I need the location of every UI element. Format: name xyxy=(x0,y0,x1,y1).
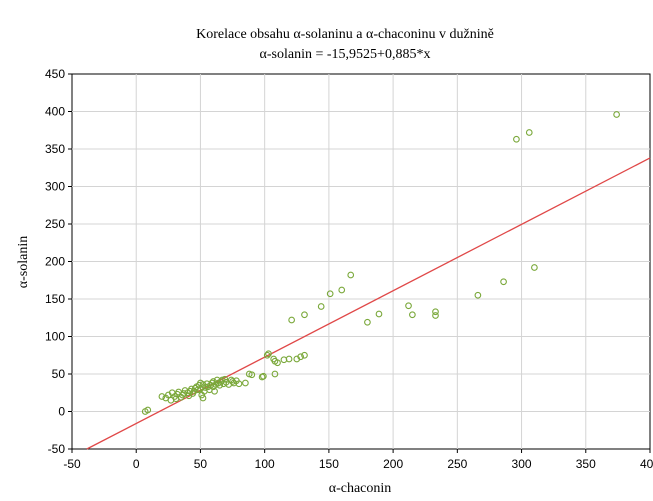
data-point xyxy=(432,312,439,319)
data-point xyxy=(271,370,279,378)
data-point xyxy=(242,379,249,387)
data-point xyxy=(405,302,412,310)
y-tick-label: 300 xyxy=(45,180,65,194)
data-point xyxy=(144,406,152,414)
data-point xyxy=(274,359,281,367)
grid xyxy=(72,74,650,449)
y-tick-label: 100 xyxy=(45,330,65,344)
data-point xyxy=(531,264,538,271)
data-point xyxy=(338,286,346,294)
chart-title: Korelace obsahu α-solaninu a α-chaconinu… xyxy=(196,27,494,42)
y-tick-label: -50 xyxy=(48,442,66,456)
x-tick-label: 200 xyxy=(383,457,403,471)
x-axis-ticks: -50 0 50 100 150 200 250 300 350 400 xyxy=(63,449,653,471)
y-tick-label: 0 xyxy=(58,405,65,419)
data-point xyxy=(525,129,533,136)
x-tick-label: 400 xyxy=(640,457,653,471)
data-point xyxy=(432,308,439,316)
x-tick-label: 150 xyxy=(319,457,339,471)
y-tick-label: 400 xyxy=(45,105,65,119)
x-tick-label: 0 xyxy=(133,457,140,471)
data-point xyxy=(375,310,383,318)
y-tick-label: 350 xyxy=(45,142,65,156)
data-point xyxy=(211,387,218,395)
data-point xyxy=(260,372,267,380)
data-point xyxy=(513,135,520,143)
data-point xyxy=(248,371,256,379)
data-point xyxy=(263,351,271,359)
data-point xyxy=(265,350,272,358)
data-point xyxy=(364,318,371,326)
x-tick-label: 50 xyxy=(194,457,208,471)
data-point xyxy=(235,380,243,388)
data-point xyxy=(500,278,507,286)
data-point xyxy=(474,291,482,299)
y-tick-label: 450 xyxy=(45,67,65,81)
data-point xyxy=(208,379,216,387)
data-point xyxy=(317,303,325,310)
chart-subtitle: α-solanin = -15,9525+0,885*x xyxy=(260,47,431,62)
data-point xyxy=(297,353,304,361)
data-point xyxy=(409,311,416,319)
x-tick-label: 300 xyxy=(512,457,532,471)
y-tick-label: 150 xyxy=(45,292,65,306)
x-tick-label: -50 xyxy=(63,457,81,471)
data-point xyxy=(221,375,229,383)
y-tick-label: 250 xyxy=(45,217,65,231)
x-tick-label: 100 xyxy=(255,457,275,471)
y-axis-ticks: -50 0 50 100 150 200 250 300 350 400 450 xyxy=(45,67,72,456)
data-point xyxy=(301,351,308,359)
data-point xyxy=(216,381,224,389)
x-tick-label: 250 xyxy=(447,457,467,471)
y-tick-label: 50 xyxy=(52,367,66,381)
y-axis-label: α-solanin xyxy=(16,236,31,288)
data-point xyxy=(158,393,166,400)
data-point xyxy=(326,290,334,298)
data-point xyxy=(301,311,308,319)
y-tick-label: 200 xyxy=(45,255,65,269)
x-tick-label: 350 xyxy=(576,457,596,471)
data-point xyxy=(347,271,355,279)
x-axis-label: α-chaconin xyxy=(329,481,392,496)
data-point xyxy=(285,355,293,363)
data-point xyxy=(613,111,620,118)
data-point xyxy=(199,394,207,402)
data-points xyxy=(141,111,620,415)
data-point xyxy=(229,378,236,385)
data-point xyxy=(288,316,295,324)
